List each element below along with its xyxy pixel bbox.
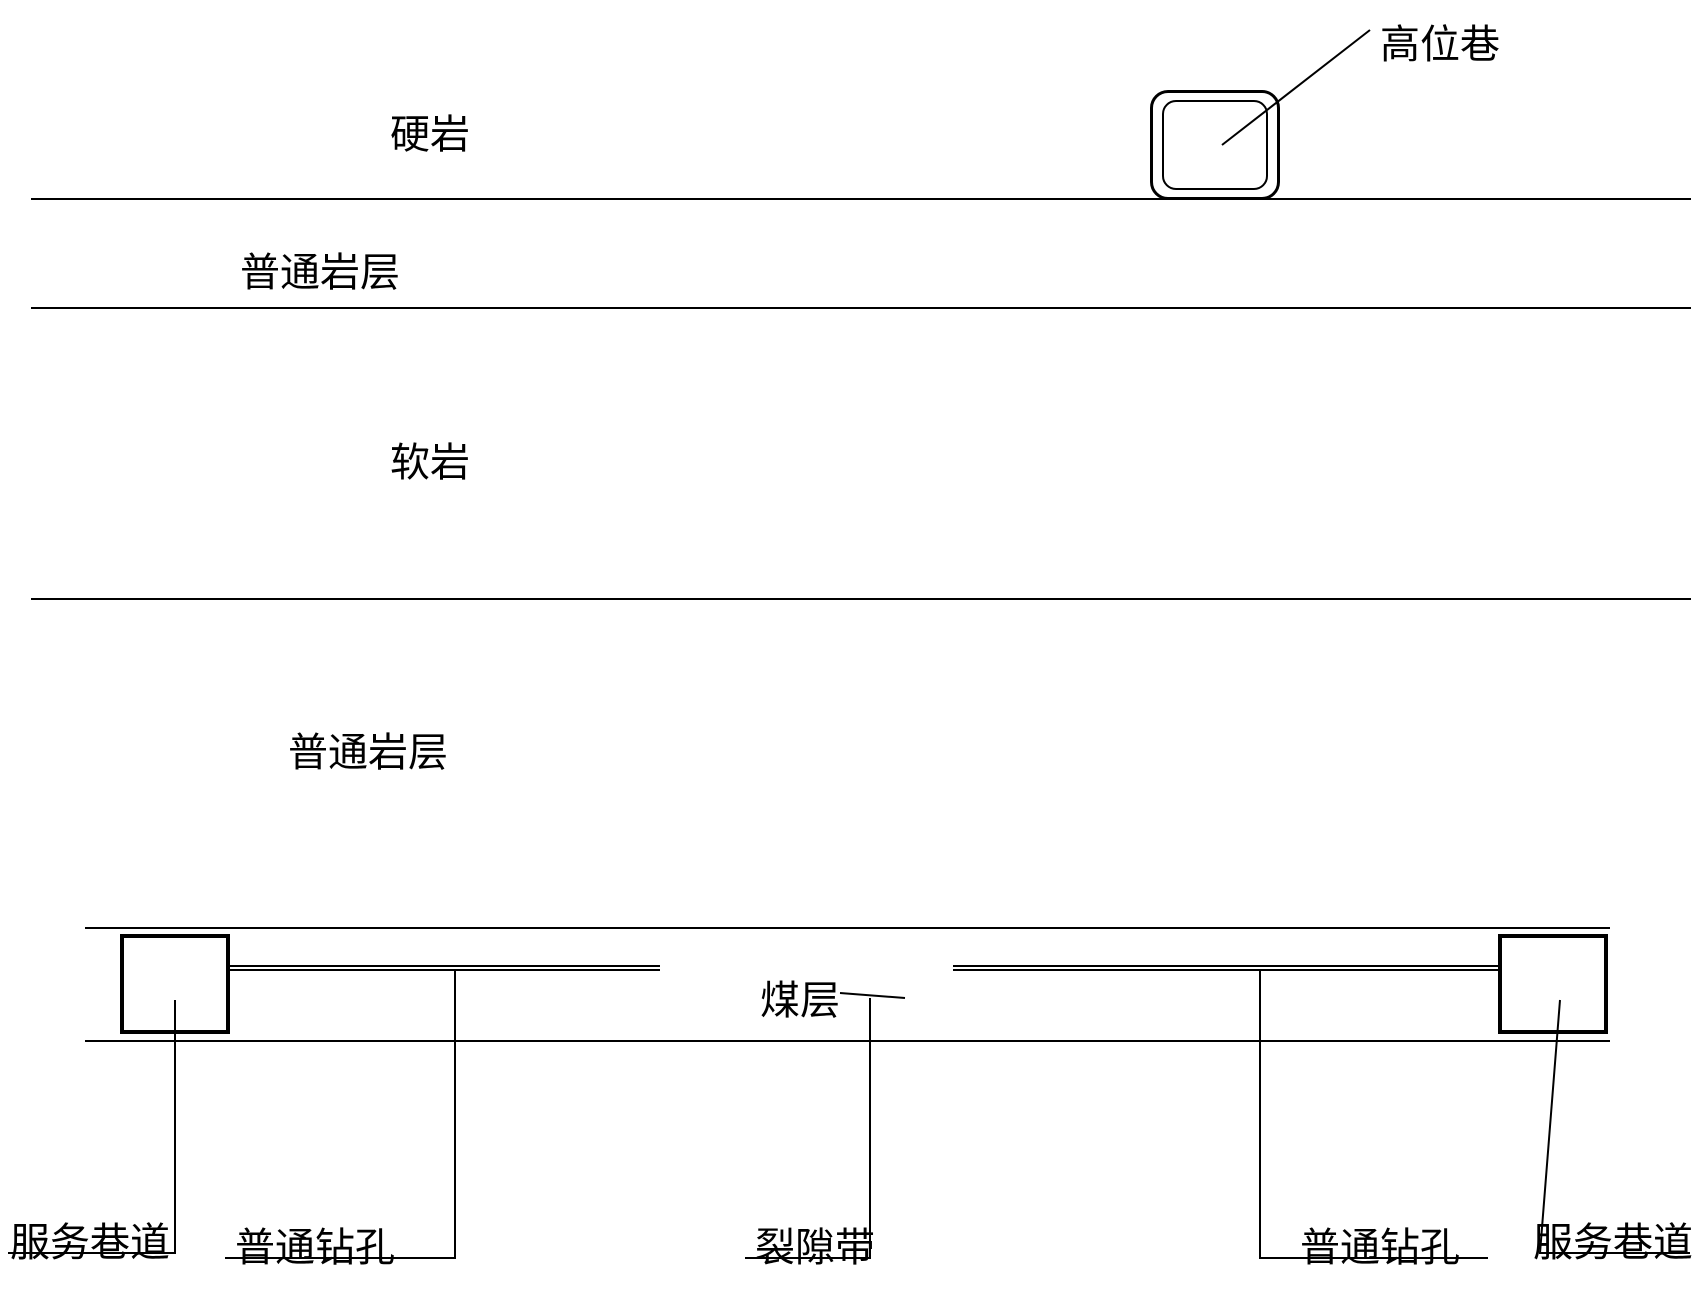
strata-line-3 (31, 598, 1691, 600)
soft-rock-label: 软岩 (390, 430, 470, 488)
service-roadway-right-icon (1498, 934, 1608, 1034)
service-roadway-left-icon (120, 934, 230, 1034)
strata-line-2 (31, 307, 1691, 309)
borehole-left-label: 普通钻孔 (235, 1215, 395, 1273)
service-roadway-left-label: 服务巷道 (10, 1210, 170, 1268)
high-roadway-tunnel-inner-icon (1162, 100, 1268, 190)
normal-rock-1-label: 普通岩层 (240, 240, 400, 298)
borehole-right-icon (953, 965, 1498, 971)
fissure-zone-label: 裂隙带 (755, 1215, 875, 1273)
tunnel-leader-line (0, 0, 1700, 1303)
borehole-left-icon (230, 965, 660, 971)
high-roadway-label: 高位巷 (1380, 12, 1500, 70)
borehole-right-label: 普通钻孔 (1300, 1215, 1460, 1273)
callout-leaders (0, 0, 1700, 1303)
coal-seam-label: 煤层 (760, 968, 840, 1026)
strata-line-4 (85, 927, 1610, 929)
hard-rock-label: 硬岩 (390, 102, 470, 160)
service-roadway-right-label: 服务巷道 (1533, 1210, 1693, 1268)
fissure-zone-icon (0, 0, 1700, 1303)
strata-line-1 (31, 198, 1691, 200)
geological-diagram: 硬岩 普通岩层 软岩 普通岩层 煤层 高位巷 服务巷道 普通钻孔 裂隙带 普通钻… (0, 0, 1700, 1303)
strata-line-5 (85, 1040, 1610, 1042)
normal-rock-2-label: 普通岩层 (288, 720, 448, 778)
